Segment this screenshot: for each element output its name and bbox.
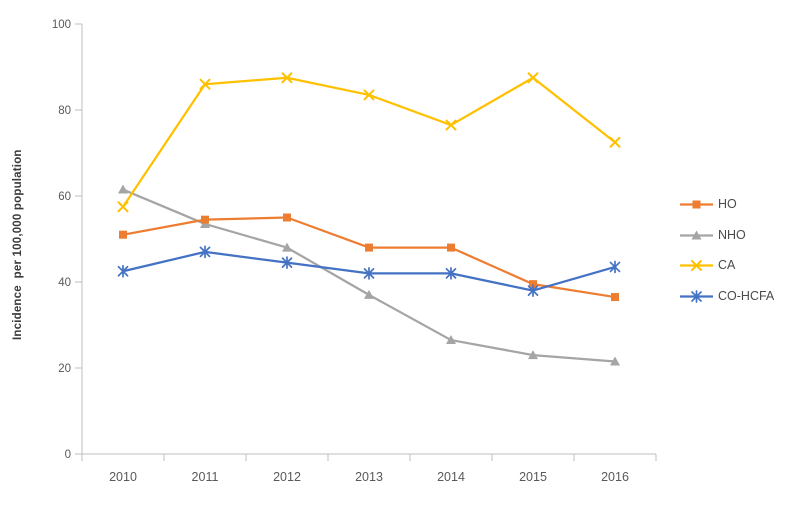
x-marker-icon [691,260,702,271]
x-marker-icon [363,89,375,101]
legend-label: NHO [718,227,746,242]
y-tick-label: 60 [58,191,71,203]
x-marker-icon [117,201,129,213]
y-tick-label: 0 [65,449,71,461]
x-tick-label: 2010 [109,470,137,484]
x-marker-icon [527,72,539,84]
series-HO-line [122,216,616,299]
square-marker-icon [283,213,291,222]
x-marker-icon [281,72,293,84]
legend-label: CO-HCFA [718,288,775,303]
y-tick-label: 80 [58,105,71,117]
legend-key-NHO [680,230,713,239]
x-tick-label: 2014 [437,470,465,484]
legend: HO NHO CA CO-HCFA [679,198,774,303]
x-tick-label: 2013 [355,470,383,484]
asterisk-marker-icon [445,267,457,280]
legend-item-NHO: NHO [679,227,774,242]
legend-item-CO-HCFA: CO-HCFA [679,288,775,303]
square-marker-icon [201,215,209,224]
triangle-marker-icon [364,289,374,299]
asterisk-marker-icon [117,264,129,278]
y-tick-label: 20 [58,363,71,375]
x-tick-label: 2012 [273,470,301,484]
series-CO-HCFA [117,245,621,297]
square-marker-icon [119,230,127,239]
asterisk-marker-icon [199,245,211,259]
triangle-marker-icon [610,356,620,366]
asterisk-marker-icon [691,289,702,303]
legend-item-CA: CA [679,259,774,272]
asterisk-marker-icon [281,256,293,269]
y-tick-label: 40 [58,277,71,289]
square-marker-icon [692,200,701,209]
triangle-marker-icon [691,230,702,239]
triangle-marker-icon [528,350,538,360]
asterisk-marker-icon [527,284,539,297]
square-marker-icon [611,293,619,302]
legend-item-HO: HO [679,198,774,211]
x-tick-label: 2015 [519,470,547,484]
legend-key-CA [680,260,713,271]
legend-key-CO-HCFA [680,289,713,303]
triangle-marker-icon [446,335,456,345]
x-marker-icon [199,78,211,90]
x-tick-label: 2011 [192,470,219,484]
x-marker-icon [445,119,457,131]
square-marker-icon [365,243,373,252]
triangle-marker-icon [118,184,128,194]
y-tick-label: 100 [52,19,71,31]
legend-label: CA [718,258,736,272]
series-CA-line [122,76,616,208]
square-marker-icon [529,280,537,289]
legend-key-HO [680,200,713,209]
triangle-marker-icon [282,242,292,252]
series-CA [117,72,621,213]
series-HO [119,213,619,302]
x-tick-label: 2016 [601,470,629,484]
asterisk-marker-icon [363,267,375,280]
square-marker-icon [447,243,455,252]
legend-label: HO [718,197,737,211]
asterisk-marker-icon [609,260,621,274]
x-marker-icon [609,136,621,148]
